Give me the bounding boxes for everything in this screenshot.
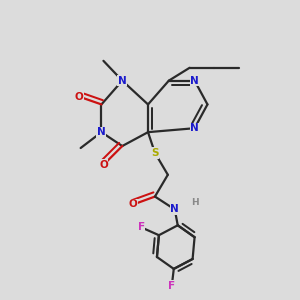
Text: N: N bbox=[118, 76, 127, 85]
Text: O: O bbox=[74, 92, 83, 101]
Text: F: F bbox=[137, 222, 145, 232]
Text: H: H bbox=[191, 198, 198, 207]
Text: F: F bbox=[168, 281, 175, 291]
Text: N: N bbox=[97, 127, 106, 137]
Text: N: N bbox=[170, 204, 179, 214]
Text: O: O bbox=[99, 160, 108, 170]
Text: N: N bbox=[190, 76, 199, 85]
Text: S: S bbox=[151, 148, 159, 158]
Text: N: N bbox=[190, 123, 199, 133]
Text: O: O bbox=[129, 200, 137, 209]
